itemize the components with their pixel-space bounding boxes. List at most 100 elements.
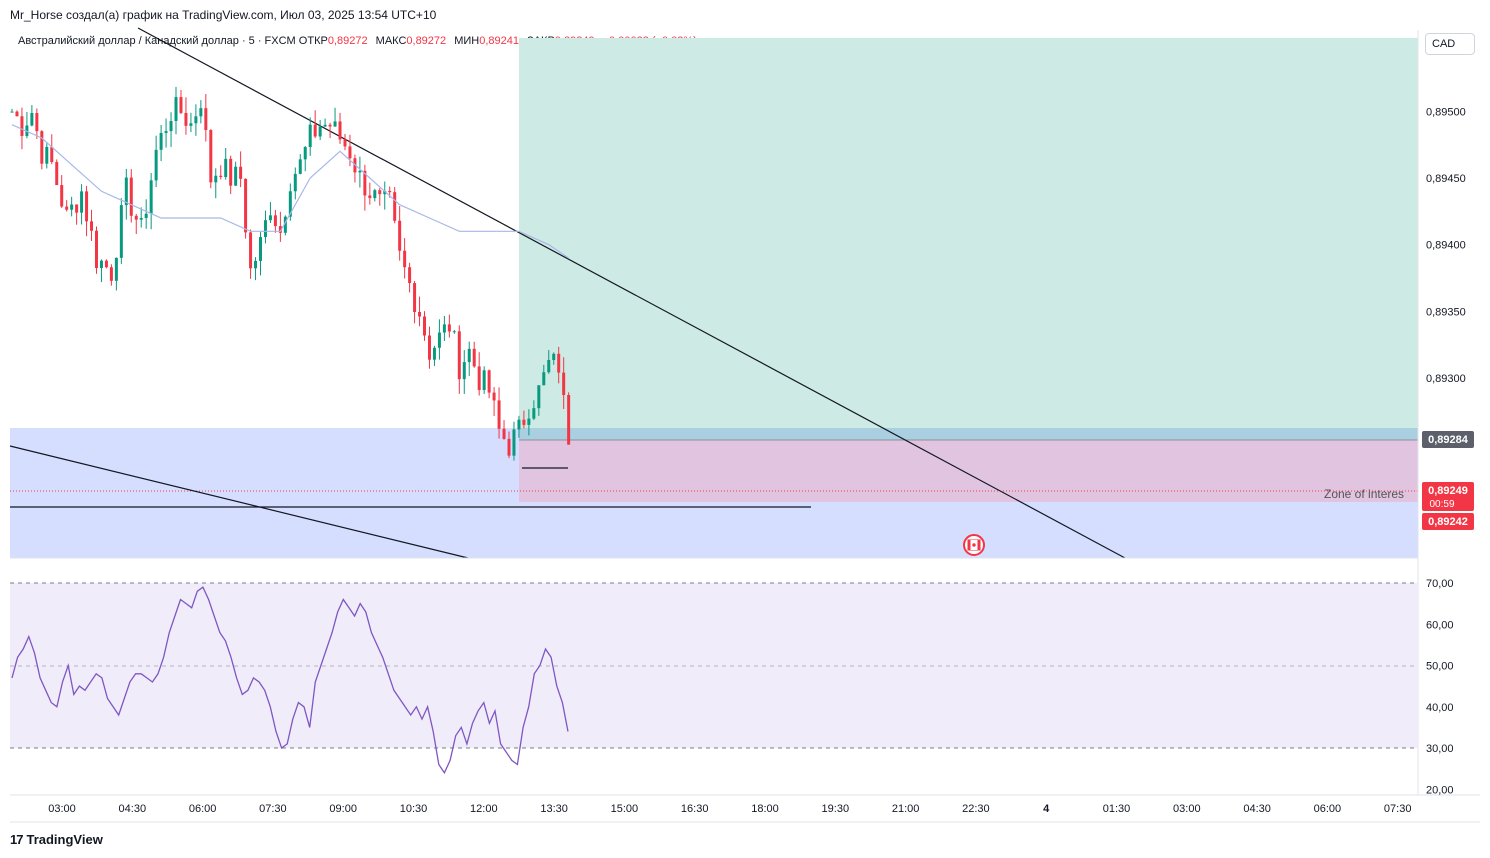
time-tick-label: 09:00 (329, 803, 357, 815)
candle-body (219, 175, 223, 177)
candle-body (35, 112, 39, 132)
symbol-name[interactable]: Австралийский доллар / Канадский доллар … (18, 35, 296, 47)
candle-body (378, 190, 382, 195)
candle-body (94, 230, 98, 269)
time-tick-label: 21:00 (892, 803, 920, 815)
candle-body (144, 213, 148, 218)
chart-author-caption: Mr_Horse создал(а) график на TradingView… (10, 8, 437, 22)
candle-body (303, 147, 307, 160)
candle-body (278, 226, 282, 233)
low-value: 0,89241 (479, 35, 519, 47)
zone-label[interactable]: Zone of interes (1324, 487, 1404, 501)
candle-body (104, 260, 108, 268)
candle-body (239, 166, 243, 179)
candle-body (512, 429, 516, 456)
brand-label: TradingView (26, 832, 103, 847)
candle-body (462, 362, 466, 380)
time-tick-label: 04:30 (119, 803, 147, 815)
candle-body (249, 232, 253, 269)
high-label: МАКС (375, 35, 407, 47)
candle-body (562, 372, 566, 395)
price-tick-label: 0,89300 (1426, 373, 1466, 385)
candle-body (85, 191, 89, 222)
high-value: 0,89272 (406, 35, 447, 47)
candle-body (567, 394, 571, 445)
candle-body (293, 173, 297, 192)
time-tick-label: 12:00 (470, 803, 498, 815)
candle-body (472, 348, 476, 367)
candle-body (244, 178, 248, 233)
candle-body (149, 180, 153, 214)
candle-body (60, 185, 64, 207)
candle-body (542, 372, 546, 386)
candle-body (234, 166, 238, 186)
candle-body (333, 121, 337, 127)
candle-body (383, 190, 387, 195)
candle-body (10, 111, 14, 113)
candle-body (189, 123, 193, 126)
candle-body (517, 419, 521, 430)
candle-body (139, 217, 143, 220)
candle-body (427, 335, 431, 360)
candle-body (358, 170, 362, 173)
stop-zone[interactable] (519, 440, 1418, 502)
candle-body (45, 146, 49, 164)
open-label: ОТКР (298, 35, 328, 47)
candle-body (75, 204, 79, 213)
candle-body (318, 126, 322, 137)
candle-body (194, 116, 198, 124)
time-tick-label: 03:00 (1173, 803, 1201, 815)
candle-body (70, 204, 74, 210)
price-tick-label: 0,89450 (1426, 173, 1466, 185)
time-tick-label: 04:30 (1243, 803, 1271, 815)
candle-body (283, 216, 287, 233)
candle-body (403, 250, 407, 268)
lower-trendline (9, 445, 469, 559)
candle-body (229, 158, 233, 186)
target-zone[interactable] (519, 38, 1418, 440)
low-label: МИН (454, 35, 480, 47)
candle-body (99, 260, 103, 269)
currency-button[interactable]: CAD (1425, 33, 1475, 55)
candle-body (214, 175, 218, 183)
rsi-tick-label: 30,00 (1426, 743, 1454, 755)
candle-body (119, 205, 123, 258)
candle-body (40, 131, 44, 164)
open-value: 0,89272 (327, 35, 368, 47)
time-tick-label: 22:30 (962, 803, 990, 815)
candle-body (80, 191, 84, 213)
candle-body (423, 316, 427, 336)
candle-body (492, 392, 496, 401)
candle-body (90, 221, 94, 231)
rsi-tick-label: 40,00 (1426, 702, 1454, 714)
tradingview-logo[interactable]: 17 TradingView (10, 832, 103, 847)
candle-body (408, 267, 412, 284)
price-tick-label: 0,89400 (1426, 240, 1466, 252)
candle-body (418, 311, 422, 317)
candle-body (363, 170, 367, 196)
candle-body (532, 408, 536, 419)
candle-body (20, 116, 24, 136)
time-tick-label: 06:00 (1314, 803, 1342, 815)
price-tick-label: 0,89500 (1426, 106, 1466, 118)
time-tick-label: 10:30 (400, 803, 428, 815)
time-tick-label: 07:30 (259, 803, 287, 815)
candle-body (308, 124, 312, 148)
time-tick-label: 01:30 (1103, 803, 1131, 815)
svg-text:00:59: 00:59 (1429, 499, 1454, 510)
candle-body (373, 190, 377, 199)
time-tick-label: 4 (1043, 803, 1050, 815)
candle-body (199, 108, 203, 117)
candle-body (114, 257, 118, 281)
canada-flag-event-icon[interactable] (963, 534, 985, 556)
candle-body (323, 124, 327, 127)
candle-body (184, 112, 188, 126)
time-tick-label: 18:00 (751, 803, 779, 815)
candle-body (154, 149, 158, 181)
candle-body (328, 124, 332, 127)
candle-body (477, 366, 481, 391)
candle-body (164, 131, 168, 133)
candle-body (55, 162, 59, 186)
candle-body (338, 121, 342, 140)
